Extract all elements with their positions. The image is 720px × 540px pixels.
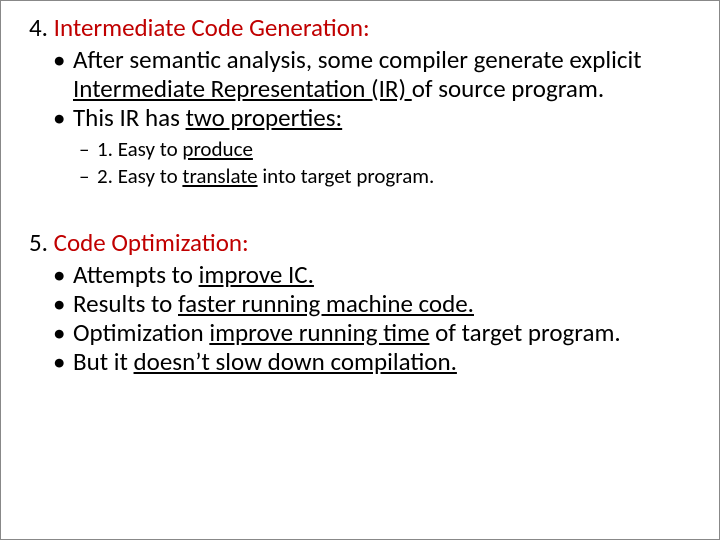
underlined-text: produce [182,136,253,162]
underlined-text: two properties: [186,102,343,133]
list-item: Results to faster running machine code. [53,289,691,318]
underlined-text: improve running time [209,317,429,348]
slide: 4. Intermediate Code Generation: After s… [0,0,720,540]
section4-title: Intermediate Code Generation: [54,12,370,43]
list-item: Optimization improve running time of tar… [53,318,691,347]
bullet-text: But it [73,346,134,377]
section5-number: 5. [29,227,54,258]
section4-subbullets: 1. Easy to produce 2. Easy to translate … [29,136,691,191]
bullet-text: of target program. [429,317,620,348]
underlined-text: faster running machine code. [178,288,474,319]
bullet-text: Optimization [73,317,209,348]
bullet-text: After semantic analysis, some compiler g… [73,44,642,75]
list-item: This IR has two properties: [53,103,691,132]
sub-text: into target program. [258,163,435,189]
list-item: 2. Easy to translate into target program… [79,163,691,190]
sub-text: 1. Easy to [97,136,182,162]
underlined-text: Intermediate Representation (IR) [73,73,412,104]
section5-bullets: Attempts to improve IC. Results to faste… [29,260,691,376]
section4-number: 4. [29,12,54,43]
list-item: Attempts to improve IC. [53,260,691,289]
bullet-text: of source program. [412,73,604,104]
underlined-text: doesn’t slow down compilation. [134,346,457,377]
underlined-text: translate [182,163,257,189]
list-item: After semantic analysis, some compiler g… [53,45,691,103]
bullet-text: Results to [73,288,178,319]
list-item: 1. Easy to produce [79,136,691,163]
section5-title: Code Optimization: [54,227,249,258]
section5-heading: 5. Code Optimization: [29,228,691,258]
section4-bullets: After semantic analysis, some compiler g… [29,45,691,132]
bullet-text: This IR has [73,102,186,133]
sub-text: 2. Easy to [97,163,182,189]
bullet-text: Attempts to [73,259,199,290]
underlined-text: improve IC. [199,259,314,290]
list-item: But it doesn’t slow down compilation. [53,347,691,376]
spacer [29,208,691,228]
section4-heading: 4. Intermediate Code Generation: [29,13,691,43]
